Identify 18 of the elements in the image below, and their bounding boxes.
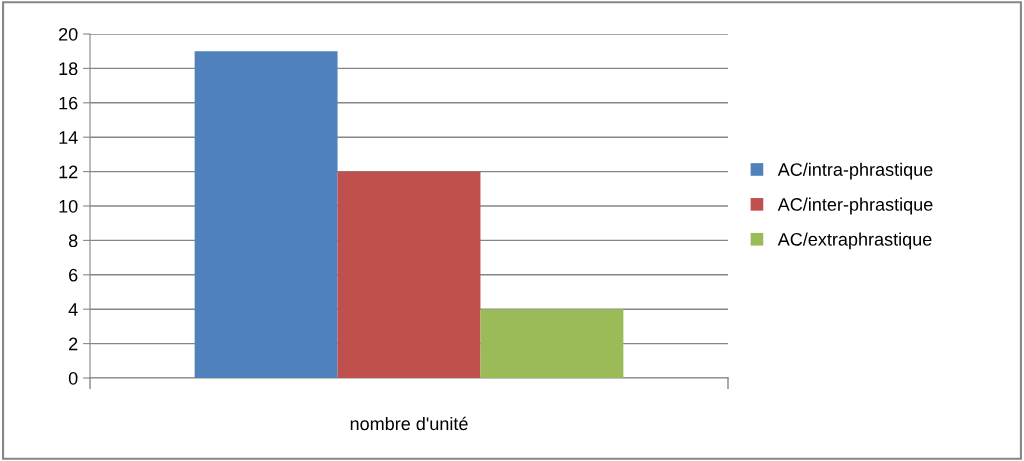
y-tick-label: 2 [69,337,78,351]
bar [194,51,338,378]
legend-label: AC/intra-phrastique [777,162,933,180]
bar [337,171,481,378]
y-tick-label: 12 [59,165,78,179]
y-tick-label: 20 [59,27,78,41]
bar [480,309,624,378]
y-tick-label: 6 [69,268,78,282]
y-tick-label: 8 [68,234,78,248]
y-tick-label: 16 [59,96,78,110]
x-tick-label: nombre d'unité [350,416,468,431]
y-tick-label: 4 [68,303,78,316]
y-tick-label: 18 [59,62,78,76]
y-tick-label: 0 [68,371,78,385]
y-tick-label: 14 [59,131,78,144]
legend-label: AC/inter-phrastique [777,197,933,215]
y-tick-label: 10 [59,199,78,213]
legend-label: AC/extraphrastique [777,232,932,250]
